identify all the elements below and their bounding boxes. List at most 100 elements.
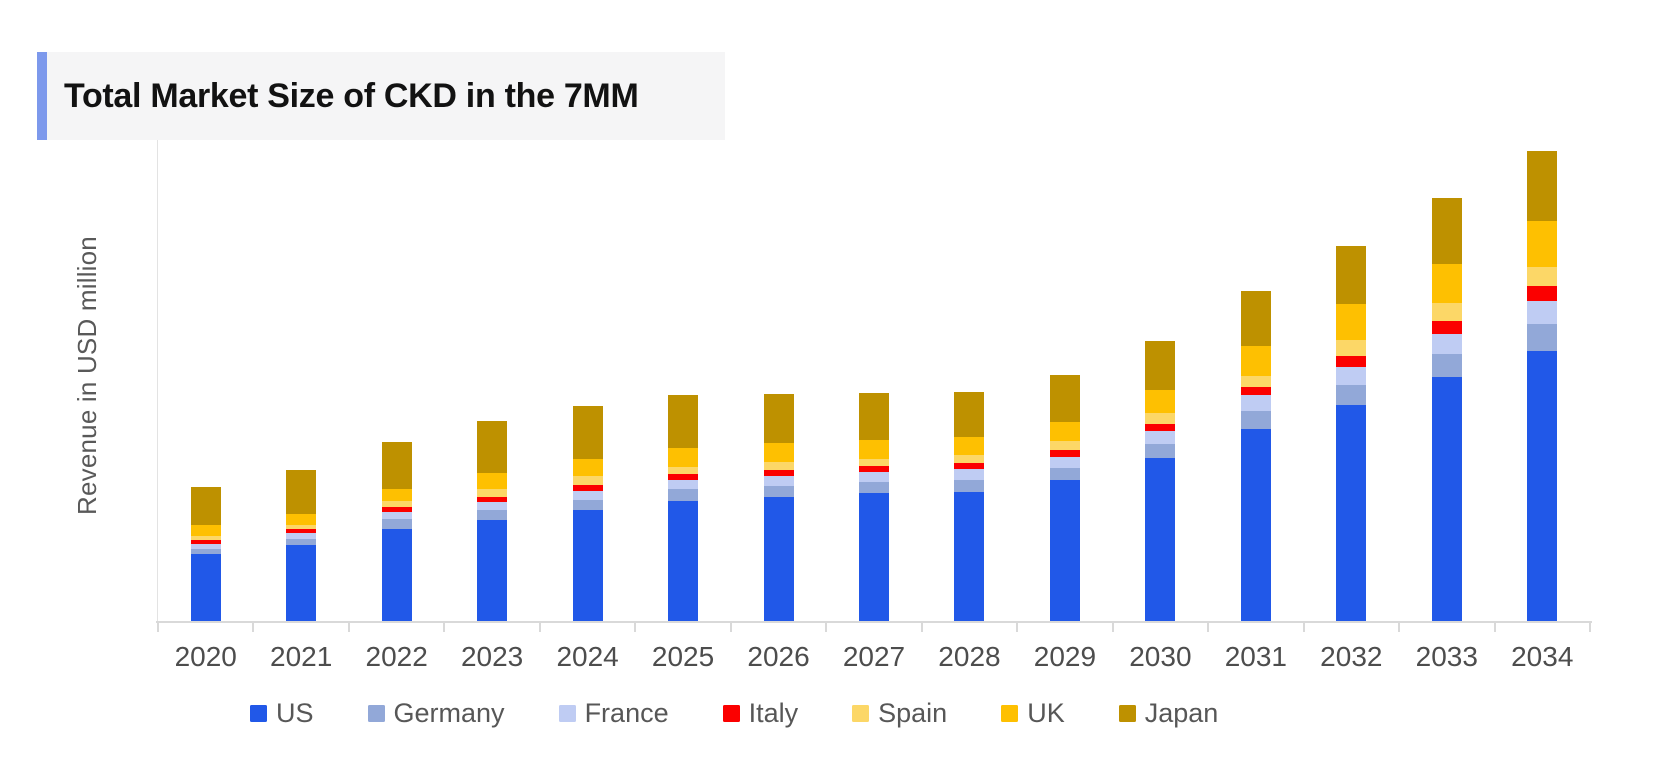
segment-japan-2023[interactable]: [477, 421, 508, 473]
legend-item-spain[interactable]: Spain: [852, 698, 947, 729]
stacked-bar-2026[interactable]: [763, 394, 794, 621]
segment-france-2025[interactable]: [668, 480, 699, 489]
segment-italy-2033[interactable]: [1431, 321, 1462, 334]
stacked-bar-2033[interactable]: [1431, 198, 1462, 621]
segment-us-2024[interactable]: [572, 510, 603, 621]
segment-france-2028[interactable]: [954, 469, 985, 480]
segment-italy-2030[interactable]: [1145, 424, 1176, 431]
segment-uk-2033[interactable]: [1431, 264, 1462, 303]
segment-spain-2030[interactable]: [1145, 413, 1176, 424]
segment-germany-2023[interactable]: [477, 510, 508, 520]
segment-japan-2025[interactable]: [668, 395, 699, 448]
segment-france-2022[interactable]: [381, 512, 412, 519]
segment-france-2024[interactable]: [572, 491, 603, 500]
segment-germany-2030[interactable]: [1145, 444, 1176, 458]
segment-italy-2020[interactable]: [190, 540, 221, 544]
segment-spain-2027[interactable]: [858, 459, 889, 466]
stacked-bar-2031[interactable]: [1240, 291, 1271, 621]
segment-spain-2024[interactable]: [572, 476, 603, 485]
segment-france-2033[interactable]: [1431, 334, 1462, 354]
stacked-bar-2025[interactable]: [668, 395, 699, 621]
segment-us-2021[interactable]: [286, 545, 317, 621]
segment-uk-2025[interactable]: [668, 448, 699, 467]
segment-us-2020[interactable]: [190, 554, 221, 621]
stacked-bar-2027[interactable]: [858, 393, 889, 621]
stacked-bar-2022[interactable]: [381, 442, 412, 621]
segment-france-2020[interactable]: [190, 544, 221, 549]
segment-japan-2032[interactable]: [1336, 246, 1367, 304]
segment-japan-2026[interactable]: [763, 394, 794, 443]
segment-uk-2031[interactable]: [1240, 346, 1271, 376]
segment-uk-2026[interactable]: [763, 443, 794, 462]
segment-japan-2027[interactable]: [858, 393, 889, 440]
stacked-bar-2028[interactable]: [954, 392, 985, 621]
legend-item-uk[interactable]: UK: [1001, 698, 1065, 729]
segment-us-2031[interactable]: [1240, 429, 1271, 621]
segment-germany-2024[interactable]: [572, 500, 603, 510]
legend-item-france[interactable]: France: [558, 698, 669, 729]
segment-us-2023[interactable]: [477, 520, 508, 621]
stacked-bar-2034[interactable]: [1527, 151, 1558, 621]
segment-germany-2032[interactable]: [1336, 385, 1367, 405]
segment-france-2034[interactable]: [1527, 301, 1558, 324]
segment-italy-2029[interactable]: [1049, 450, 1080, 457]
segment-japan-2022[interactable]: [381, 442, 412, 489]
segment-italy-2021[interactable]: [286, 529, 317, 533]
segment-italy-2034[interactable]: [1527, 286, 1558, 301]
segment-germany-2034[interactable]: [1527, 324, 1558, 351]
segment-france-2031[interactable]: [1240, 395, 1271, 411]
segment-italy-2023[interactable]: [477, 497, 508, 502]
segment-italy-2024[interactable]: [572, 485, 603, 491]
segment-uk-2028[interactable]: [954, 437, 985, 455]
segment-italy-2028[interactable]: [954, 463, 985, 469]
segment-spain-2034[interactable]: [1527, 267, 1558, 286]
segment-uk-2020[interactable]: [190, 525, 221, 536]
segment-us-2032[interactable]: [1336, 405, 1367, 621]
segment-uk-2030[interactable]: [1145, 390, 1176, 413]
stacked-bar-2032[interactable]: [1336, 246, 1367, 621]
segment-japan-2028[interactable]: [954, 392, 985, 437]
segment-us-2029[interactable]: [1049, 480, 1080, 621]
segment-germany-2025[interactable]: [668, 489, 699, 501]
segment-germany-2027[interactable]: [858, 482, 889, 493]
segment-uk-2034[interactable]: [1527, 221, 1558, 267]
segment-spain-2026[interactable]: [763, 462, 794, 470]
segment-japan-2031[interactable]: [1240, 291, 1271, 346]
segment-uk-2022[interactable]: [381, 489, 412, 501]
segment-us-2027[interactable]: [858, 493, 889, 621]
segment-germany-2031[interactable]: [1240, 411, 1271, 429]
segment-germany-2020[interactable]: [190, 549, 221, 554]
legend-item-us[interactable]: US: [250, 698, 314, 729]
segment-italy-2031[interactable]: [1240, 387, 1271, 395]
segment-us-2033[interactable]: [1431, 377, 1462, 621]
segment-spain-2023[interactable]: [477, 489, 508, 497]
segment-japan-2034[interactable]: [1527, 151, 1558, 221]
stacked-bar-2023[interactable]: [477, 421, 508, 621]
segment-france-2027[interactable]: [858, 472, 889, 482]
segment-spain-2022[interactable]: [381, 501, 412, 507]
segment-france-2021[interactable]: [286, 533, 317, 539]
segment-japan-2020[interactable]: [190, 487, 221, 525]
segment-uk-2023[interactable]: [477, 473, 508, 489]
segment-italy-2026[interactable]: [763, 470, 794, 476]
stacked-bar-2030[interactable]: [1145, 341, 1176, 621]
segment-spain-2028[interactable]: [954, 455, 985, 463]
stacked-bar-2024[interactable]: [572, 406, 603, 621]
segment-france-2030[interactable]: [1145, 431, 1176, 444]
segment-us-2026[interactable]: [763, 497, 794, 621]
segment-uk-2021[interactable]: [286, 514, 317, 525]
segment-italy-2027[interactable]: [858, 466, 889, 472]
segment-germany-2026[interactable]: [763, 486, 794, 497]
segment-japan-2024[interactable]: [572, 406, 603, 459]
segment-us-2028[interactable]: [954, 492, 985, 621]
segment-italy-2025[interactable]: [668, 474, 699, 480]
segment-spain-2029[interactable]: [1049, 441, 1080, 450]
segment-uk-2027[interactable]: [858, 440, 889, 459]
stacked-bar-2029[interactable]: [1049, 375, 1080, 621]
segment-spain-2025[interactable]: [668, 467, 699, 474]
segment-us-2034[interactable]: [1527, 351, 1558, 621]
segment-uk-2024[interactable]: [572, 459, 603, 476]
segment-italy-2022[interactable]: [381, 507, 412, 512]
stacked-bar-2021[interactable]: [286, 470, 317, 621]
segment-uk-2032[interactable]: [1336, 304, 1367, 340]
